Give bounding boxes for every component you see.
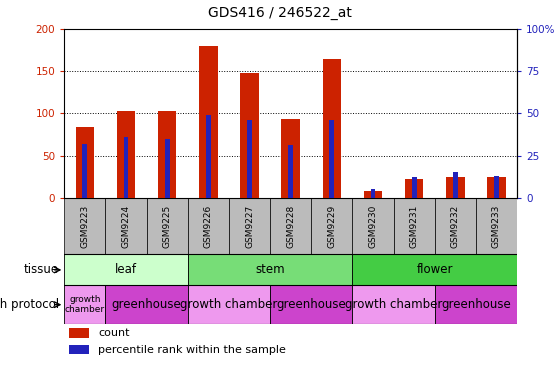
Text: leaf: leaf [115, 264, 137, 276]
Text: GSM9231: GSM9231 [410, 204, 419, 248]
Text: tissue: tissue [23, 264, 59, 276]
Bar [487, 177, 506, 198]
Bar [106, 285, 188, 324]
Bar [64, 254, 188, 285]
Text: count: count [98, 328, 130, 338]
Bar [247, 120, 252, 198]
Bar [158, 111, 177, 198]
Bar [64, 198, 106, 254]
Bar [446, 177, 465, 198]
Text: GSM9230: GSM9230 [368, 204, 377, 248]
Text: growth protocol: growth protocol [0, 298, 59, 311]
Bar [411, 178, 416, 198]
Text: GSM9228: GSM9228 [286, 204, 295, 248]
Bar [281, 119, 300, 198]
Bar [106, 198, 146, 254]
Text: GSM9225: GSM9225 [163, 204, 172, 248]
Text: GSM9229: GSM9229 [328, 204, 337, 248]
Bar [117, 111, 135, 198]
Bar [64, 285, 106, 324]
Bar [240, 73, 259, 198]
Bar [75, 127, 94, 198]
Text: growth
chamber: growth chamber [65, 295, 105, 314]
Bar [288, 145, 293, 198]
Bar [435, 198, 476, 254]
Text: greenhouse: greenhouse [112, 298, 182, 311]
Bar [364, 191, 382, 198]
Bar [188, 254, 352, 285]
Text: percentile rank within the sample: percentile rank within the sample [98, 344, 286, 355]
Text: GDS416 / 246522_at: GDS416 / 246522_at [207, 6, 352, 20]
Text: greenhouse: greenhouse [276, 298, 346, 311]
Bar [146, 198, 188, 254]
Bar [329, 120, 334, 198]
Text: growth chamber: growth chamber [345, 298, 442, 311]
Text: GSM9223: GSM9223 [80, 204, 89, 248]
Bar [476, 198, 517, 254]
Bar [394, 198, 435, 254]
Bar [82, 144, 87, 198]
Bar [69, 345, 89, 354]
Bar [371, 189, 376, 198]
Bar [352, 285, 435, 324]
Text: GSM9226: GSM9226 [204, 204, 213, 248]
Text: GSM9224: GSM9224 [121, 205, 131, 247]
Bar [199, 46, 217, 198]
Bar [352, 198, 394, 254]
Bar [229, 198, 270, 254]
Text: GSM9227: GSM9227 [245, 204, 254, 248]
Text: GSM9232: GSM9232 [451, 204, 460, 248]
Bar [352, 254, 517, 285]
Bar [69, 328, 89, 337]
Text: flower: flower [416, 264, 453, 276]
Bar [405, 179, 423, 198]
Bar [270, 198, 311, 254]
Bar [435, 285, 517, 324]
Bar [165, 139, 170, 198]
Bar [188, 285, 270, 324]
Text: greenhouse: greenhouse [441, 298, 511, 311]
Bar [311, 198, 352, 254]
Bar [453, 172, 458, 198]
Bar [323, 59, 341, 198]
Bar [188, 198, 229, 254]
Bar [494, 176, 499, 198]
Text: GSM9233: GSM9233 [492, 204, 501, 248]
Bar [270, 285, 352, 324]
Bar [206, 115, 211, 198]
Text: stem: stem [255, 264, 285, 276]
Text: growth chamber: growth chamber [180, 298, 278, 311]
Bar [124, 137, 129, 198]
